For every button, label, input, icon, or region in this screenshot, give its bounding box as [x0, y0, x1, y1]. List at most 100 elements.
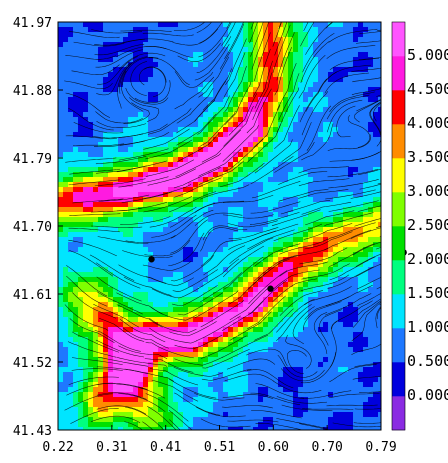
- contour-cell: [103, 107, 109, 113]
- contour-cell: [108, 282, 114, 288]
- contour-cell: [328, 127, 334, 133]
- contour-cell: [333, 332, 339, 338]
- contour-cell: [158, 117, 164, 123]
- contour-cell: [193, 247, 199, 253]
- contour-cell: [268, 42, 274, 48]
- contour-cell: [138, 32, 144, 38]
- contour-cell: [143, 92, 149, 98]
- contour-cell: [103, 72, 109, 78]
- contour-cell: [213, 297, 219, 303]
- contour-cell: [293, 177, 299, 183]
- contour-cell: [113, 162, 119, 168]
- contour-cell: [183, 27, 189, 33]
- contour-cell: [268, 32, 274, 38]
- contour-cell: [368, 292, 374, 298]
- contour-cell: [208, 377, 214, 383]
- contour-cell: [193, 187, 199, 193]
- contour-cell: [198, 302, 204, 308]
- contour-cell: [328, 122, 334, 128]
- contour-cell: [338, 82, 344, 88]
- contour-cell: [158, 302, 164, 308]
- contour-cell: [143, 357, 149, 363]
- contour-cell: [138, 142, 144, 148]
- contour-cell: [313, 322, 319, 328]
- contour-cell: [373, 282, 379, 288]
- contour-cell: [263, 77, 269, 83]
- contour-cell: [63, 187, 69, 193]
- contour-cell: [348, 392, 354, 398]
- contour-cell: [113, 337, 119, 343]
- contour-cell: [358, 142, 364, 148]
- contour-cell: [248, 332, 254, 338]
- contour-cell: [253, 387, 259, 393]
- contour-cell: [183, 187, 189, 193]
- contour-cell: [213, 337, 219, 343]
- contour-cell: [338, 362, 344, 368]
- contour-cell: [358, 87, 364, 93]
- contour-cell: [273, 252, 279, 258]
- contour-cell: [163, 127, 169, 133]
- contour-cell: [178, 67, 184, 73]
- contour-cell: [218, 197, 224, 203]
- contour-cell: [328, 157, 334, 163]
- contour-cell: [158, 122, 164, 128]
- contour-cell: [338, 47, 344, 53]
- contour-cell: [188, 47, 194, 53]
- contour-cell: [313, 157, 319, 163]
- contour-cell: [353, 57, 359, 63]
- contour-cell: [368, 177, 374, 183]
- contour-cell: [68, 282, 74, 288]
- contour-cell: [228, 82, 234, 88]
- contour-cell: [133, 317, 139, 323]
- contour-cell: [188, 112, 194, 118]
- contour-cell: [78, 137, 84, 143]
- contour-cell: [98, 317, 104, 323]
- contour-cell: [378, 32, 381, 38]
- contour-cell: [333, 127, 339, 133]
- contour-cell: [228, 202, 234, 208]
- contour-cell: [108, 172, 114, 178]
- contour-cell: [138, 277, 144, 283]
- contour-cell: [373, 377, 379, 383]
- contour-cell: [143, 342, 149, 348]
- contour-cell: [228, 77, 234, 83]
- contour-cell: [268, 332, 274, 338]
- contour-cell: [263, 217, 269, 223]
- contour-cell: [363, 367, 369, 373]
- contour-cell: [318, 232, 324, 238]
- contour-cell: [298, 87, 304, 93]
- contour-cell: [238, 207, 244, 213]
- contour-cell: [228, 27, 234, 33]
- contour-cell: [318, 327, 324, 333]
- plot-area: [58, 22, 381, 430]
- contour-cell: [173, 282, 179, 288]
- contour-cell: [273, 277, 279, 283]
- contour-cell: [253, 177, 259, 183]
- contour-cell: [303, 357, 309, 363]
- contour-cell: [258, 242, 264, 248]
- contour-cell: [188, 247, 194, 253]
- contour-cell: [233, 137, 239, 143]
- contour-cell: [243, 207, 249, 213]
- contour-cell: [123, 302, 129, 308]
- contour-cell: [143, 227, 149, 233]
- contour-cell: [253, 192, 259, 198]
- contour-cell: [138, 187, 144, 193]
- contour-cell: [173, 137, 179, 143]
- contour-cell: [293, 282, 299, 288]
- contour-cell: [263, 72, 269, 78]
- contour-cell: [268, 257, 274, 263]
- contour-cell: [318, 282, 324, 288]
- contour-cell: [103, 197, 109, 203]
- contour-cell: [168, 187, 174, 193]
- contour-cell: [178, 22, 184, 28]
- contour-cell: [163, 397, 169, 403]
- contour-cell: [223, 167, 229, 173]
- contour-cell: [258, 327, 264, 333]
- contour-cell: [303, 287, 309, 293]
- contour-cell: [163, 377, 169, 383]
- contour-cell: [73, 212, 79, 218]
- contour-cell: [93, 77, 99, 83]
- contour-cell: [208, 242, 214, 248]
- contour-cell: [293, 197, 299, 203]
